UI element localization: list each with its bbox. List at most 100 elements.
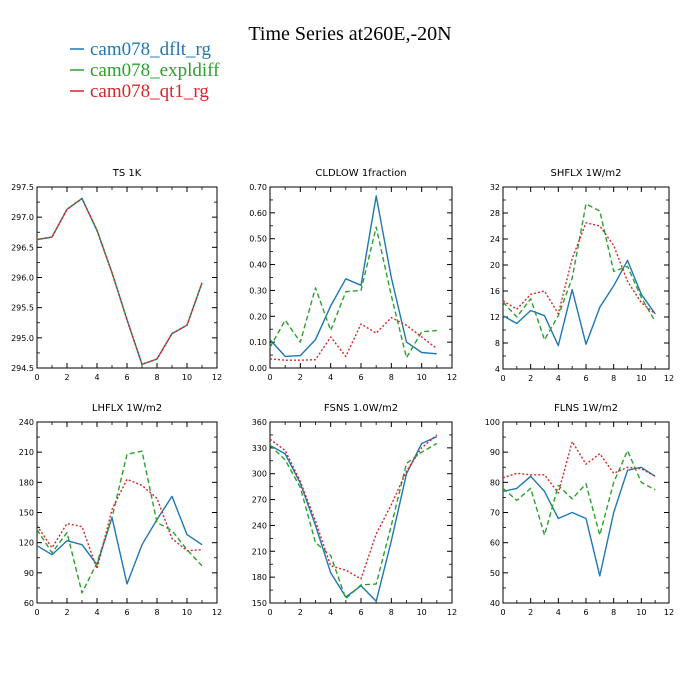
x-tick-label: 4 (328, 608, 333, 617)
y-tick-label: 4 (495, 365, 500, 374)
x-tick-label: 12 (212, 608, 222, 617)
x-tick-label: 4 (94, 373, 99, 382)
y-tick-label: 295.5 (11, 304, 34, 313)
legend-label: cam078_expldiff (90, 60, 220, 81)
panel-title: TS 1K (112, 168, 142, 179)
x-tick-label: 8 (389, 373, 394, 382)
x-tick-label: 4 (556, 608, 561, 617)
y-tick-label: 300 (252, 470, 267, 479)
panel-title: CLDLOW 1fraction (315, 168, 406, 179)
x-tick-label: 10 (417, 608, 427, 617)
y-tick-label: 210 (252, 547, 267, 556)
chart-panel: CLDLOW 1fraction 0 2 4 6 8 10 12 0.00 0.10 0.20 0.3… (249, 168, 457, 382)
y-tick-label: 0.10 (249, 338, 267, 347)
x-tick-label: 0 (34, 373, 39, 382)
series-line-cam078_dflt_rg (36, 495, 203, 585)
series-line-cam078_expldiff (36, 450, 203, 594)
x-tick-label: 10 (636, 608, 646, 617)
x-tick-label: 6 (124, 608, 129, 617)
y-tick-label: 0.00 (249, 364, 267, 373)
x-tick-label: 6 (583, 374, 588, 383)
x-tick-label: 0 (500, 374, 505, 383)
y-tick-label: 70 (490, 509, 500, 518)
x-tick-label: 8 (389, 608, 394, 617)
y-tick-label: 180 (252, 573, 267, 582)
y-tick-label: 80 (490, 478, 500, 487)
series-line-cam078_dflt_rg (502, 259, 656, 347)
x-tick-label: 12 (447, 373, 457, 382)
y-tick-label: 0.60 (249, 209, 267, 218)
x-tick-label: 2 (298, 373, 303, 382)
y-tick-label: 360 (252, 418, 267, 427)
y-tick-label: 40 (490, 599, 500, 608)
series-line-cam078_expldiff (502, 450, 656, 536)
y-tick-label: 50 (490, 569, 500, 578)
x-tick-label: 2 (64, 608, 69, 617)
x-tick-label: 12 (212, 373, 222, 382)
x-tick-label: 6 (358, 373, 363, 382)
series-line-cam078_qt1_rg (36, 197, 203, 366)
chart-panel: FLNS 1W/m2 0 2 4 6 8 10 12 40 50 60 70 80 90 100 (485, 403, 674, 617)
chart-panel: FSNS 1.0W/m2 0 2 4 6 8 10 12 150 180 210 240 270 300 3… (252, 403, 457, 617)
y-tick-label: 150 (252, 599, 267, 608)
chart-panel: LHFLX 1W/m2 0 2 4 6 8 10 12 60 90 120 150 180 210 240 (19, 403, 222, 617)
panel-title: FLNS 1W/m2 (554, 403, 618, 414)
x-tick-label: 0 (34, 608, 39, 617)
x-tick-label: 2 (528, 374, 533, 383)
y-tick-label: 100 (485, 418, 500, 427)
x-tick-label: 8 (154, 608, 159, 617)
series-line-cam078_dflt_rg (502, 466, 656, 577)
x-tick-label: 8 (154, 373, 159, 382)
x-tick-label: 4 (94, 608, 99, 617)
y-tick-label: 60 (490, 539, 500, 548)
y-tick-label: 0.70 (249, 183, 267, 192)
legend-label: cam078_qt1_rg (90, 81, 209, 102)
x-tick-label: 12 (447, 608, 457, 617)
chart-panels: TS 1K0 2 4 6 8 10 12294.5295.0295.5296.0296.52… (11, 168, 674, 617)
x-tick-label: 12 (664, 608, 674, 617)
panel-title: FSNS 1.0W/m2 (324, 403, 398, 414)
series-line-cam078_qt1_rg (36, 478, 203, 570)
y-tick-label: 0.40 (249, 261, 267, 270)
x-tick-label: 2 (64, 373, 69, 382)
y-tick-label: 297.0 (11, 213, 34, 222)
x-tick-label: 10 (182, 373, 192, 382)
y-tick-label: 8 (495, 339, 500, 348)
panel-title: LHFLX 1W/m2 (92, 403, 162, 414)
y-tick-label: 297.5 (11, 183, 34, 192)
y-tick-label: 120 (19, 539, 34, 548)
x-tick-label: 0 (500, 608, 505, 617)
y-tick-label: 296.0 (11, 274, 34, 283)
y-tick-label: 0.20 (249, 312, 267, 321)
series-line-cam078_qt1_rg (502, 222, 656, 315)
y-tick-label: 150 (19, 509, 34, 518)
y-tick-label: 20 (490, 261, 500, 270)
y-tick-label: 294.5 (11, 364, 34, 373)
figure-title: Time Series at260E,-20N (248, 23, 451, 45)
chart-panel: TS 1K 0 2 4 6 8 10 12 294.5 295.0 295.5 296.0 296.5 2… (11, 168, 222, 382)
series-line-cam078_expldiff (269, 442, 438, 600)
x-tick-label: 6 (358, 608, 363, 617)
x-tick-label: 12 (664, 374, 674, 383)
y-tick-label: 180 (19, 478, 34, 487)
y-tick-label: 60 (24, 599, 34, 608)
y-tick-label: 210 (19, 448, 34, 457)
y-tick-label: 16 (490, 287, 500, 296)
x-tick-label: 10 (636, 374, 646, 383)
legend-label: cam078_dflt_rg (90, 39, 212, 60)
x-tick-label: 0 (267, 373, 272, 382)
x-tick-label: 2 (298, 608, 303, 617)
y-tick-label: 270 (252, 496, 267, 505)
legend: cam078_dflt_rgcam078_expldiffcam078_qt1_… (70, 39, 220, 102)
y-tick-label: 0.30 (249, 286, 267, 295)
x-tick-label: 10 (182, 608, 192, 617)
y-tick-label: 240 (19, 418, 34, 427)
x-tick-label: 0 (267, 608, 272, 617)
x-tick-label: 8 (611, 608, 616, 617)
panel-title: SHFLX 1W/m2 (551, 168, 622, 179)
y-tick-label: 330 (252, 444, 267, 453)
y-tick-label: 32 (490, 183, 500, 192)
x-tick-label: 4 (328, 373, 333, 382)
x-tick-label: 10 (417, 373, 427, 382)
